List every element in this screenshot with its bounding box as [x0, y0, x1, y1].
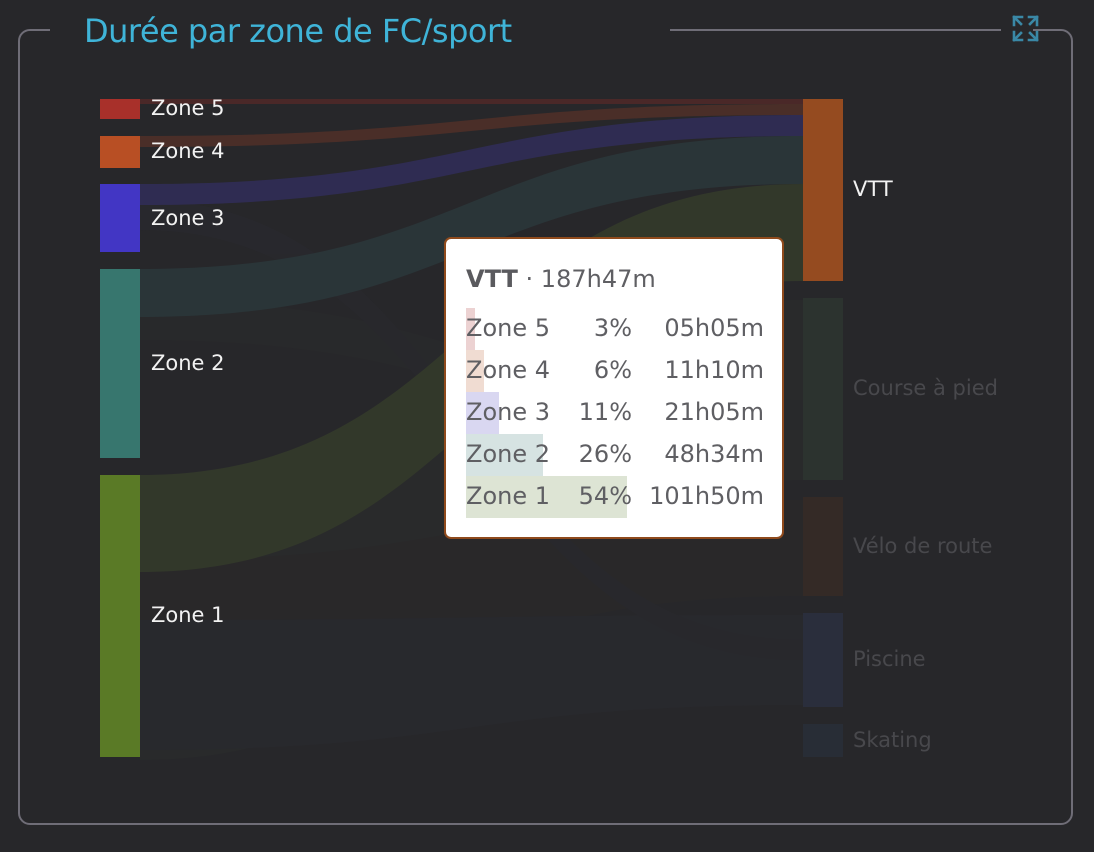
node-zone-4[interactable]	[100, 136, 140, 168]
tooltip-row: Zone 4 6% 11h10m	[466, 350, 766, 392]
label-zone-3: Zone 3	[151, 206, 225, 230]
label-zone-5: Zone 5	[151, 96, 225, 120]
label-course-a-pied: Course à pied	[853, 376, 998, 400]
tooltip-zone: Zone 5	[466, 314, 550, 342]
label-skating: Skating	[853, 728, 932, 752]
label-zone-1: Zone 1	[151, 603, 225, 627]
label-velo-de-route: Vélo de route	[853, 534, 993, 558]
tooltip-row: Zone 5 3% 05h05m	[466, 308, 766, 350]
tooltip-separator: ·	[525, 265, 534, 293]
tooltip: VTT · 187h47m Zone 5 3% 05h05m Zone 4 6%…	[444, 237, 784, 539]
tooltip-total: 187h47m	[540, 265, 656, 293]
tooltip-percent: 11%	[578, 398, 632, 426]
tooltip-zone: Zone 1	[466, 482, 550, 510]
label-zone-2: Zone 2	[151, 351, 225, 375]
tooltip-bar	[466, 392, 499, 434]
node-vtt[interactable]	[803, 99, 843, 281]
tooltip-sport: VTT	[466, 265, 518, 293]
title-gap	[50, 20, 670, 40]
node-zone-5[interactable]	[100, 99, 140, 119]
tooltip-percent: 3%	[593, 314, 632, 342]
tooltip-bar	[466, 476, 627, 518]
expand-arrows-icon[interactable]	[1011, 14, 1040, 43]
link-zone2-vtt[interactable]	[140, 136, 803, 317]
node-zone-2[interactable]	[100, 269, 140, 458]
node-piscine[interactable]	[803, 613, 843, 707]
tooltip-duration: 101h50m	[649, 482, 764, 510]
label-piscine: Piscine	[853, 647, 926, 671]
link-zone3-vtt[interactable]	[140, 115, 803, 205]
tooltip-percent: 54%	[578, 482, 632, 510]
tooltip-header: VTT · 187h47m	[466, 265, 656, 293]
icon-gap	[1001, 20, 1033, 40]
tooltip-row: Zone 2 26% 48h34m	[466, 434, 766, 476]
tooltip-zone: Zone 4	[466, 356, 550, 384]
tooltip-percent: 26%	[578, 440, 632, 468]
node-zone-1[interactable]	[100, 475, 140, 757]
link-zone5-vtt[interactable]	[140, 99, 803, 104]
tooltip-row: Zone 1 54% 101h50m	[466, 476, 766, 518]
tooltip-duration: 21h05m	[664, 398, 764, 426]
tooltip-bar	[466, 308, 475, 350]
tooltip-percent: 6%	[593, 356, 632, 384]
link-zone4-vtt[interactable]	[140, 104, 803, 147]
panel-title: Durée par zone de FC/sport	[84, 12, 512, 50]
node-zone-3[interactable]	[100, 184, 140, 252]
tooltip-bar	[466, 434, 543, 476]
label-zone-4: Zone 4	[151, 139, 225, 163]
tooltip-zone: Zone 3	[466, 398, 550, 426]
node-skating[interactable]	[803, 724, 843, 757]
node-course-a-pied[interactable]	[803, 298, 843, 480]
tooltip-bar	[466, 350, 484, 392]
node-velo-de-route[interactable]	[803, 497, 843, 596]
tooltip-duration: 05h05m	[664, 314, 764, 342]
label-vtt: VTT	[853, 177, 893, 201]
tooltip-duration: 48h34m	[664, 440, 764, 468]
tooltip-zone: Zone 2	[466, 440, 550, 468]
tooltip-row: Zone 3 11% 21h05m	[466, 392, 766, 434]
tooltip-duration: 11h10m	[664, 356, 764, 384]
